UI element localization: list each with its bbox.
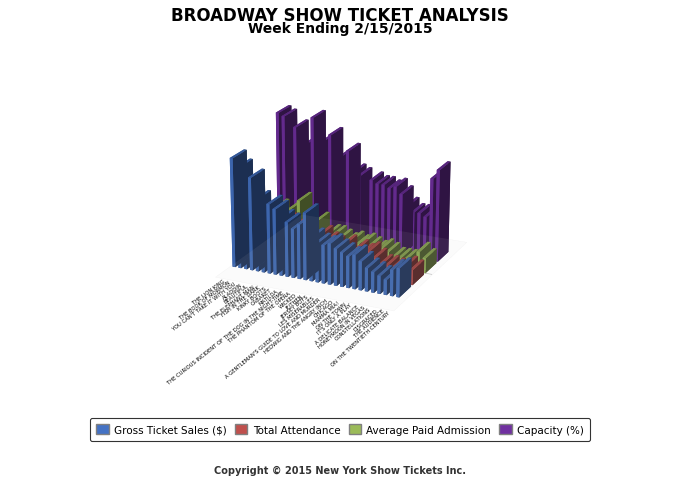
Legend: Gross Ticket Sales ($), Total Attendance, Average Paid Admission, Capacity (%): Gross Ticket Sales ($), Total Attendance…	[90, 418, 590, 441]
Text: Copyright © 2015 New York Show Tickets Inc.: Copyright © 2015 New York Show Tickets I…	[214, 465, 466, 475]
Text: BROADWAY SHOW TICKET ANALYSIS: BROADWAY SHOW TICKET ANALYSIS	[171, 7, 509, 25]
Text: Week Ending 2/15/2015: Week Ending 2/15/2015	[248, 22, 432, 36]
